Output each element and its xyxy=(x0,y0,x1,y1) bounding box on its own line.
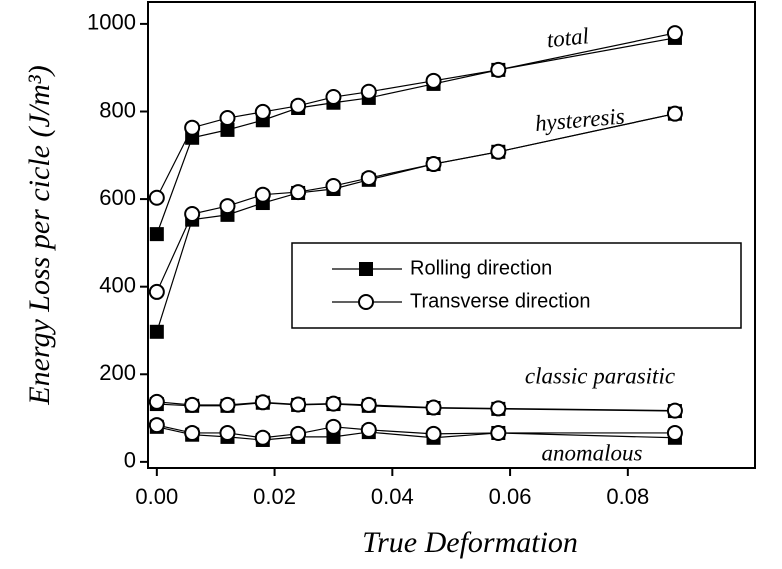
data-point xyxy=(666,25,683,42)
y-tick-label: 800 xyxy=(99,97,136,122)
y-tick-label: 400 xyxy=(99,272,136,297)
data-point xyxy=(425,72,442,89)
data-point xyxy=(254,103,271,120)
y-tick-label: 1000 xyxy=(87,10,136,35)
data-point xyxy=(360,83,377,100)
data-point xyxy=(490,424,507,441)
legend-box xyxy=(291,242,742,329)
legend-label: Transverse direction xyxy=(410,290,590,312)
data-point xyxy=(425,399,442,416)
legend-marker xyxy=(359,262,373,276)
data-point xyxy=(666,105,683,122)
data-point xyxy=(219,424,236,441)
data-point xyxy=(219,110,236,127)
data-point xyxy=(325,418,342,435)
data-point xyxy=(219,396,236,413)
x-tick-label: 0.02 xyxy=(253,484,296,509)
data-point xyxy=(290,396,307,413)
data-point xyxy=(360,421,377,438)
x-tick-label: 0.06 xyxy=(489,484,532,509)
y-tick-label: 0 xyxy=(124,448,136,473)
data-point xyxy=(148,393,165,410)
series-line xyxy=(156,37,676,235)
plot-frame xyxy=(147,1,756,469)
series-line xyxy=(156,32,676,199)
curve-label: total xyxy=(545,23,590,52)
data-point xyxy=(184,119,201,136)
data-point xyxy=(290,97,307,114)
data-point xyxy=(290,184,307,201)
data-point xyxy=(360,396,377,413)
curve-label: hysteresis xyxy=(534,103,626,136)
data-point xyxy=(184,424,201,441)
data-point xyxy=(490,143,507,160)
series-line xyxy=(156,426,675,441)
data-point xyxy=(490,61,507,78)
data-point xyxy=(425,156,442,173)
x-tick-label: 0.00 xyxy=(135,484,178,509)
data-point xyxy=(360,170,377,187)
data-point xyxy=(666,402,683,419)
data-point xyxy=(149,324,164,339)
data-point xyxy=(148,417,165,434)
data-point xyxy=(254,186,271,203)
x-axis-label: True Deformation xyxy=(362,526,578,559)
curve-label: classic parasitic xyxy=(525,363,675,388)
data-point xyxy=(325,395,342,412)
data-point xyxy=(184,396,201,413)
data-point xyxy=(425,425,442,442)
legend-label: Rolling direction xyxy=(410,257,552,279)
series-line xyxy=(156,113,676,293)
series-line xyxy=(156,401,675,412)
series-line xyxy=(156,424,675,439)
data-point xyxy=(254,394,271,411)
data-point xyxy=(325,177,342,194)
data-point xyxy=(148,283,165,300)
y-axis-label: Energy Loss per cicle (J/m³) xyxy=(23,65,56,405)
y-tick-label: 600 xyxy=(99,185,136,210)
x-tick-label: 0.08 xyxy=(606,484,649,509)
data-point xyxy=(184,205,201,222)
data-point xyxy=(219,198,236,215)
data-point xyxy=(290,425,307,442)
legend-marker xyxy=(358,294,374,310)
data-point xyxy=(325,89,342,106)
data-point xyxy=(490,400,507,417)
y-tick-label: 200 xyxy=(99,360,136,385)
curve-label: anomalous xyxy=(542,440,643,465)
data-point xyxy=(148,189,165,206)
data-point xyxy=(149,227,164,242)
data-point xyxy=(666,424,683,441)
x-tick-label: 0.04 xyxy=(371,484,414,509)
data-point xyxy=(220,122,235,137)
data-point xyxy=(254,429,271,446)
